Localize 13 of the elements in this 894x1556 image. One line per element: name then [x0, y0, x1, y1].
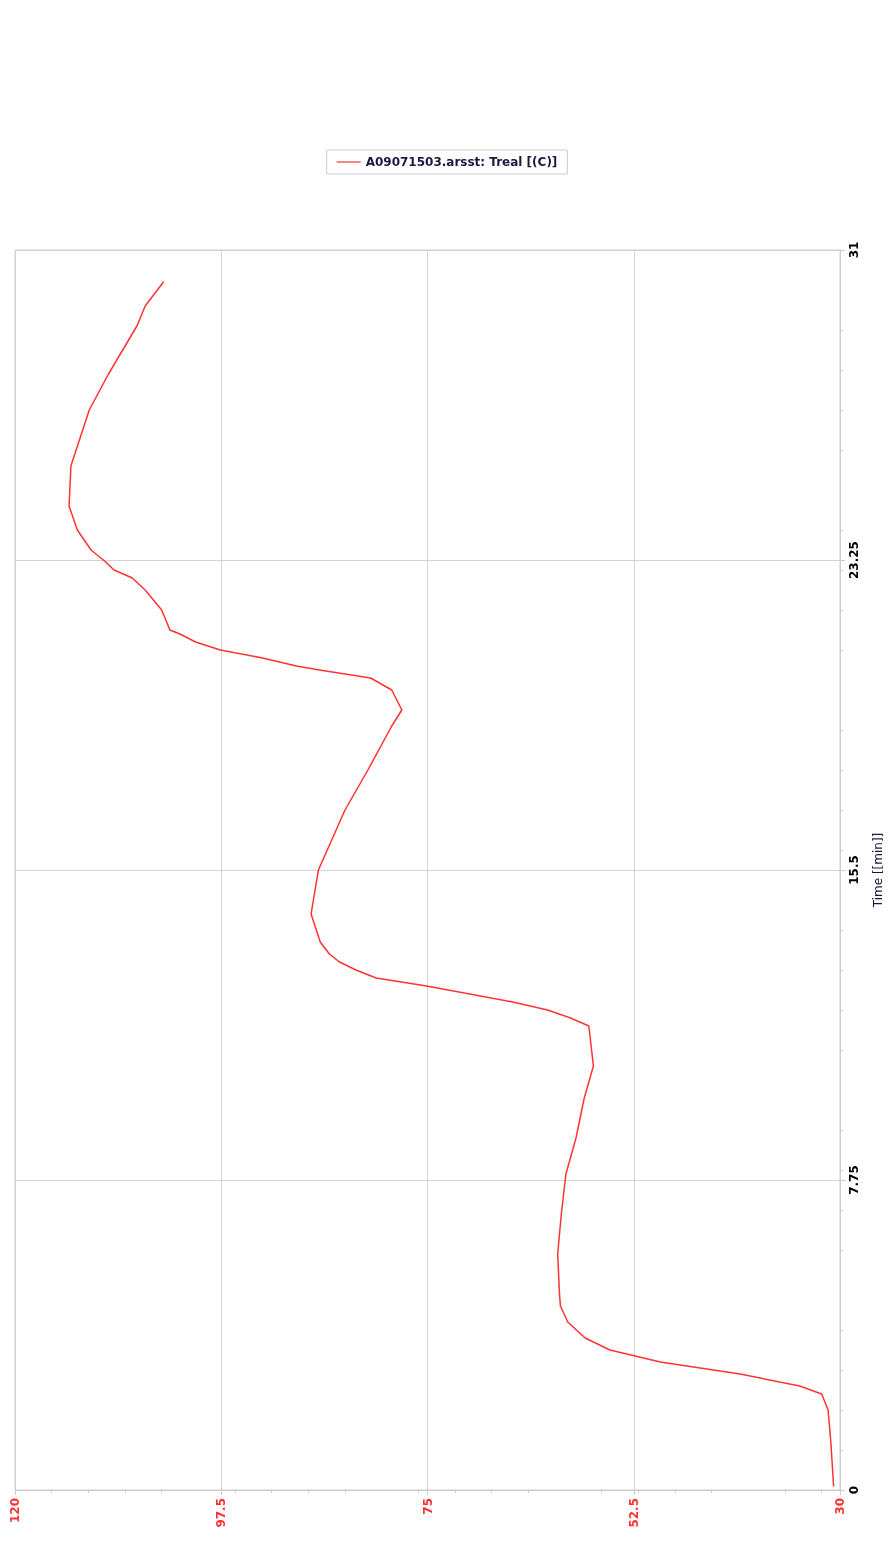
y-tick-label: 7.75	[847, 1165, 861, 1195]
line-series	[68, 281, 835, 1487]
y-tick-label: 15.5	[847, 855, 861, 885]
y-axis-title: Time [[min]]	[871, 832, 885, 909]
x-tick-label: 120	[8, 1498, 22, 1524]
x-tick-label: 97.5	[214, 1498, 229, 1528]
legend-label: A09071503.arsst: Treal [(C)]	[365, 155, 558, 169]
y-tick-label: 0	[847, 1485, 861, 1495]
y-tick-label: 23.25	[847, 541, 861, 579]
x-tick-label: 30	[833, 1498, 847, 1515]
x-tick-label: 75	[420, 1498, 435, 1515]
x-tick-label: 52.5	[626, 1498, 641, 1528]
y-tick-label: 31	[847, 241, 861, 259]
